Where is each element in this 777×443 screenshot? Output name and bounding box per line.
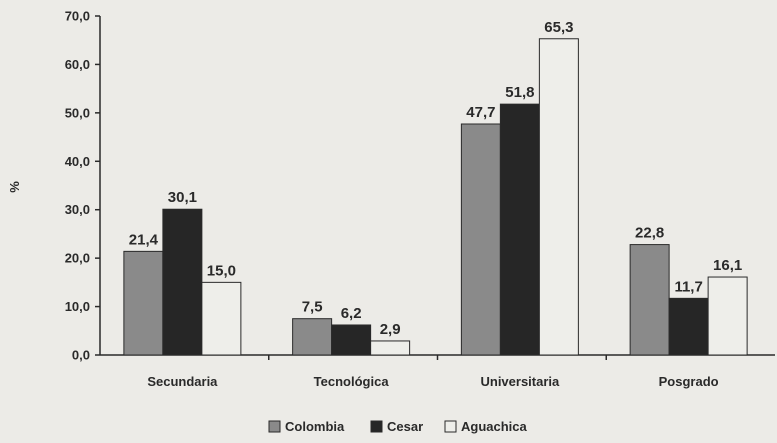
data-label: 16,1 xyxy=(713,257,742,274)
y-axis-title: % xyxy=(7,181,22,193)
y-tick-label: 40,0 xyxy=(65,154,90,169)
legend-label: Aguachica xyxy=(461,419,528,434)
legend-swatch-cesar xyxy=(370,420,383,433)
bar-colombia-0 xyxy=(123,250,164,356)
data-label: 51,8 xyxy=(505,84,534,101)
legend: Colombia Cesar Aguachica xyxy=(268,419,528,434)
bar-aguachica-2 xyxy=(538,38,579,356)
bar-cesar-2 xyxy=(499,103,540,356)
bar-cesar-0 xyxy=(162,208,203,356)
data-label: 22,8 xyxy=(635,225,664,242)
data-label: 15,0 xyxy=(207,262,236,279)
bar-cesar-1 xyxy=(331,324,372,356)
data-label: 30,1 xyxy=(168,189,197,206)
category-label: Secundaria xyxy=(147,374,218,389)
y-tick-label: 30,0 xyxy=(65,202,90,217)
bar-colombia-3 xyxy=(629,244,670,356)
data-label: 6,2 xyxy=(341,305,362,322)
data-label: 11,7 xyxy=(674,278,702,295)
y-tick-label: 60,0 xyxy=(65,57,90,72)
y-tick-label: 20,0 xyxy=(65,251,90,266)
bar-aguachica-0 xyxy=(201,281,242,356)
data-label: 21,4 xyxy=(129,231,159,248)
bar-aguachica-1 xyxy=(370,340,411,356)
y-tick-label: 10,0 xyxy=(65,299,90,314)
bar-colombia-2 xyxy=(460,123,501,356)
legend-swatch-colombia xyxy=(268,420,281,433)
category-label: Posgrado xyxy=(659,374,719,389)
legend-label: Colombia xyxy=(285,419,345,434)
data-label: 47,7 xyxy=(466,104,495,121)
legend-swatch-aguachica xyxy=(444,420,457,433)
bar-aguachica-3 xyxy=(707,276,748,356)
category-label: Universitaria xyxy=(480,374,560,389)
legend-label: Cesar xyxy=(387,419,423,434)
y-tick-label: 0,0 xyxy=(72,348,90,363)
data-label: 2,9 xyxy=(380,321,401,338)
y-tick-label: 50,0 xyxy=(65,105,90,120)
bars-group xyxy=(123,38,748,356)
y-tick-label: 70,0 xyxy=(65,9,90,24)
data-label: 65,3 xyxy=(544,19,573,36)
labels-group: 21,4 30,1 15,0 Secundaria 7,5 6,2 2,9 Tecnológi… xyxy=(129,19,742,389)
category-label: Tecnológica xyxy=(314,374,390,389)
bar-colombia-1 xyxy=(292,318,333,356)
data-label: 7,5 xyxy=(302,299,323,316)
bar-cesar-3 xyxy=(668,297,709,356)
